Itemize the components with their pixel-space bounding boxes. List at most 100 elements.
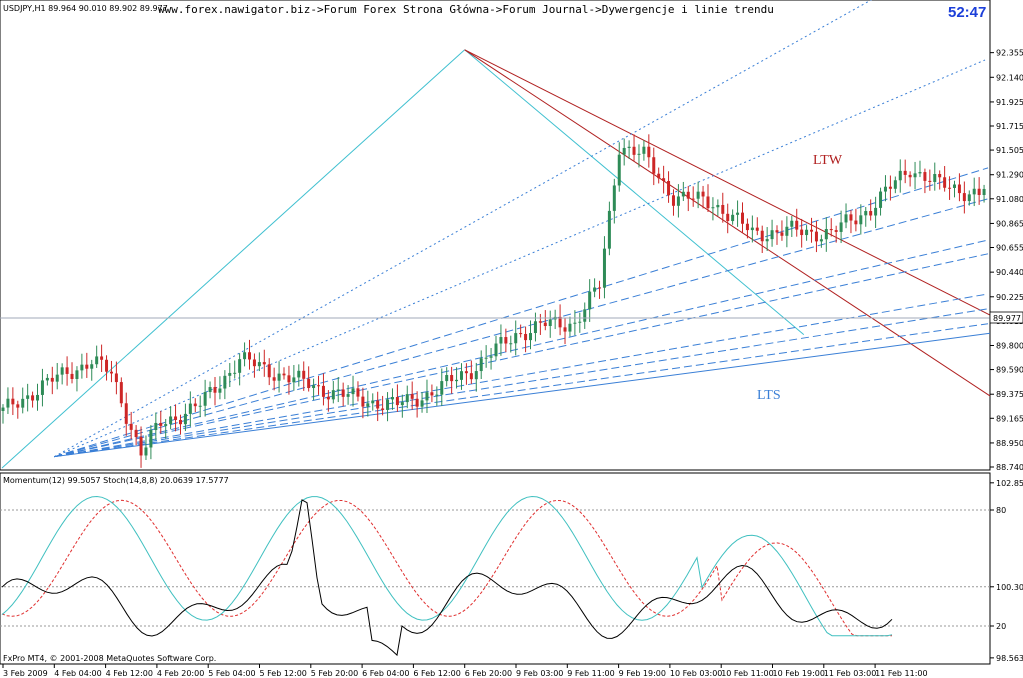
candle-body — [918, 172, 922, 174]
candle-body — [721, 204, 725, 214]
candle-body — [563, 327, 567, 332]
candle-body — [213, 387, 217, 393]
candle-body — [183, 413, 187, 425]
candle-body — [100, 356, 104, 360]
price-tick-label: 92.140 — [996, 73, 1023, 82]
candle-body — [795, 220, 799, 230]
candle-body — [814, 231, 818, 242]
candle-body — [765, 239, 769, 242]
candle-body — [770, 230, 774, 240]
candle-body — [583, 309, 587, 322]
candle-body — [464, 371, 468, 374]
candle-body — [913, 173, 917, 178]
price-tick-label: 91.290 — [996, 171, 1023, 180]
candle-body — [691, 198, 695, 200]
candle-body — [524, 333, 528, 341]
candle-body — [514, 333, 518, 344]
price-tick-label: 88.740 — [996, 463, 1023, 472]
candle-body — [479, 358, 483, 372]
candle-body — [282, 373, 286, 376]
candle-body — [317, 385, 321, 387]
candle-body — [129, 423, 133, 430]
candle-body — [386, 399, 390, 410]
time-tick-label: 11 Feb 03:00 — [824, 669, 876, 678]
candle-body — [430, 392, 434, 396]
time-tick-label: 5 Feb 20:00 — [311, 669, 358, 678]
candle-body — [440, 381, 444, 395]
price-tick-label: 88.950 — [996, 439, 1023, 448]
candle-body — [948, 187, 952, 189]
candle-body — [198, 405, 202, 407]
candle-body — [908, 174, 912, 178]
candle-body — [657, 173, 661, 179]
indicator-axis: 102.8543 80 100.3048 20 98.5631 — [990, 479, 1023, 663]
candle-body — [277, 373, 281, 381]
candle-body — [95, 356, 99, 365]
time-tick-label: 9 Feb 19:00 — [619, 669, 666, 678]
candle-body — [395, 397, 399, 406]
candle-body — [65, 367, 69, 374]
candle-body — [410, 394, 414, 399]
candle-body — [529, 333, 533, 341]
indicator-label: Momentum(12) 99.5057 Stoch(14,8,8) 20.06… — [3, 476, 229, 485]
candle-body — [741, 212, 744, 224]
candle-body — [731, 214, 735, 222]
candle-body — [972, 188, 976, 195]
price-tick-label: 90.440 — [996, 268, 1023, 277]
time-tick-label: 4 Feb 12:00 — [106, 669, 153, 678]
candle-body — [573, 322, 577, 324]
candle-body — [706, 196, 710, 209]
price-tick-label: 89.590 — [996, 366, 1023, 375]
candle-body — [119, 382, 123, 404]
candle-body — [169, 416, 173, 425]
candle-body — [70, 373, 74, 379]
trendline-lts — [54, 332, 991, 458]
candle-body — [617, 154, 621, 186]
candle-body — [307, 378, 311, 389]
candle-body — [844, 214, 848, 223]
candle-body — [420, 400, 424, 407]
candle-body — [750, 227, 754, 231]
candle-body — [16, 404, 20, 408]
candle-body — [243, 352, 247, 360]
candle-body — [272, 377, 276, 381]
time-tick-label: 10 Feb 11:00 — [721, 669, 773, 678]
candle-body — [598, 287, 602, 289]
candle-body — [943, 177, 947, 188]
price-tick-label: 89.800 — [996, 342, 1023, 351]
time-tick-label: 9 Feb 03:00 — [516, 669, 563, 678]
candle-body — [824, 229, 828, 240]
lts-annotation: LTS — [757, 388, 781, 403]
candle-body — [45, 377, 49, 381]
candle-body — [435, 394, 439, 396]
momentum-line — [1, 499, 893, 657]
candle-body — [312, 385, 316, 389]
trendline-red-upper — [464, 49, 991, 316]
candle-body — [193, 403, 197, 407]
candle-body — [371, 400, 375, 404]
candle-body — [558, 316, 562, 328]
candle-body — [149, 430, 153, 448]
candle-body — [874, 207, 878, 216]
candle-body — [267, 364, 271, 378]
candle-body — [790, 220, 794, 227]
candle-body — [356, 388, 360, 397]
candle-body — [459, 371, 463, 380]
candle-body — [164, 424, 168, 426]
time-tick-label: 9 Feb 11:00 — [567, 669, 614, 678]
candle-body — [775, 230, 779, 233]
candle-body — [538, 321, 542, 323]
fan-line-dashed — [54, 239, 989, 458]
candle-body — [90, 364, 94, 369]
candle-body — [85, 364, 89, 369]
candle-body — [726, 213, 730, 222]
price-tick-label: 89.165 — [996, 414, 1023, 423]
current-price-marker — [989, 311, 1023, 324]
symbol-info: USDJPY,H1 89.964 90.010 89.902 89.977 — [3, 4, 168, 13]
candle-body — [11, 398, 15, 405]
candle-body — [923, 172, 927, 181]
time-tick-label: 3 Feb 2009 — [3, 669, 48, 678]
ltw-annotation: LTW — [813, 153, 843, 168]
candle-body — [568, 323, 572, 332]
countdown-timer: 52:47 — [948, 4, 986, 21]
